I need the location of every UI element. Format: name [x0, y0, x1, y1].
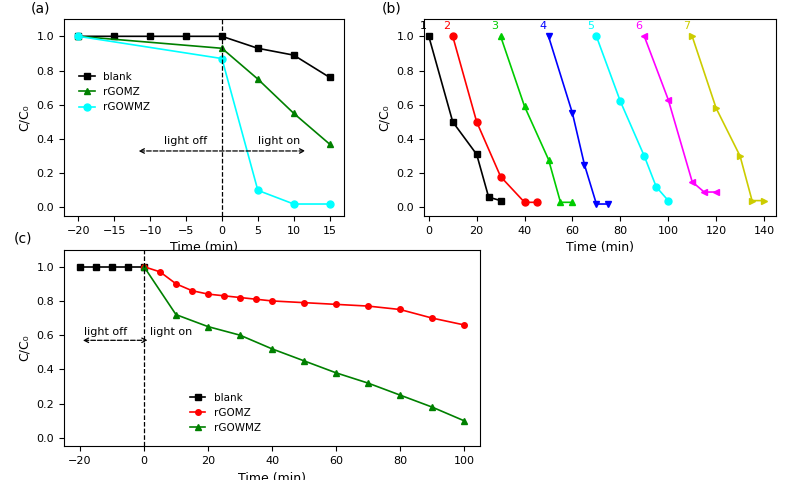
Legend: blank, rGOMZ, rGOWMZ: blank, rGOMZ, rGOWMZ	[186, 388, 265, 437]
rGOMZ	[289, 110, 298, 116]
rGOWMZ	[331, 370, 341, 376]
X-axis label: Time (min): Time (min)	[566, 241, 634, 254]
blank	[107, 264, 117, 270]
rGOMZ	[203, 291, 213, 297]
Line: rGOMZ: rGOMZ	[75, 33, 333, 147]
Line: blank: blank	[78, 264, 146, 269]
blank	[74, 34, 83, 39]
rGOMZ	[251, 296, 261, 302]
blank	[139, 264, 149, 270]
rGOWMZ	[459, 418, 469, 424]
rGOWMZ	[299, 358, 309, 364]
rGOWMZ	[235, 332, 245, 338]
rGOMZ	[331, 301, 341, 307]
blank	[217, 34, 226, 39]
rGOWMZ	[363, 380, 373, 386]
rGOWMZ	[325, 201, 334, 207]
Text: light on: light on	[258, 136, 301, 146]
rGOWMZ	[139, 264, 149, 270]
rGOMZ	[459, 322, 469, 328]
rGOWMZ	[203, 324, 213, 329]
rGOWMZ	[171, 312, 181, 317]
rGOWMZ	[289, 201, 298, 207]
Line: rGOWMZ: rGOWMZ	[141, 264, 467, 424]
Y-axis label: C/C₀: C/C₀	[18, 335, 31, 361]
blank	[123, 264, 133, 270]
blank	[91, 264, 101, 270]
rGOWMZ	[267, 346, 277, 352]
rGOMZ	[363, 303, 373, 309]
Text: light off: light off	[165, 136, 208, 146]
rGOMZ	[395, 307, 405, 312]
Text: (c): (c)	[14, 232, 33, 246]
Legend: blank, rGOMZ, rGOWMZ: blank, rGOMZ, rGOWMZ	[75, 68, 154, 117]
rGOMZ	[139, 264, 149, 270]
rGOWMZ	[74, 34, 83, 39]
rGOMZ	[74, 34, 83, 39]
rGOWMZ	[217, 56, 226, 61]
X-axis label: Time (min): Time (min)	[170, 241, 238, 254]
blank	[325, 74, 334, 80]
Text: 1: 1	[419, 21, 426, 31]
rGOWMZ	[395, 392, 405, 398]
rGOMZ	[325, 141, 334, 147]
rGOWMZ	[427, 404, 437, 410]
X-axis label: Time (min): Time (min)	[238, 472, 306, 480]
rGOMZ	[427, 315, 437, 321]
blank	[289, 52, 298, 58]
rGOMZ	[267, 298, 277, 304]
Text: 6: 6	[635, 21, 642, 31]
rGOMZ	[253, 76, 262, 82]
blank	[253, 46, 262, 51]
rGOMZ	[217, 46, 226, 51]
Text: light on: light on	[150, 327, 193, 337]
Y-axis label: C/C₀: C/C₀	[18, 104, 31, 131]
Text: 2: 2	[443, 21, 450, 31]
Line: rGOWMZ: rGOWMZ	[75, 33, 333, 207]
Text: (a): (a)	[30, 1, 50, 15]
Text: 7: 7	[682, 21, 690, 31]
rGOMZ	[235, 295, 245, 300]
rGOMZ	[187, 288, 197, 294]
Text: 3: 3	[491, 21, 498, 31]
rGOMZ	[219, 293, 229, 299]
blank	[75, 264, 85, 270]
Y-axis label: C/C₀: C/C₀	[378, 104, 391, 131]
blank	[182, 34, 191, 39]
blank	[146, 34, 155, 39]
Text: (b): (b)	[382, 1, 402, 15]
Line: blank: blank	[75, 33, 333, 81]
Text: 4: 4	[539, 21, 546, 31]
rGOMZ	[155, 269, 165, 275]
blank	[110, 34, 119, 39]
rGOMZ	[299, 300, 309, 306]
Text: 5: 5	[587, 21, 594, 31]
Text: light off: light off	[84, 327, 127, 337]
Line: rGOMZ: rGOMZ	[142, 264, 466, 328]
rGOWMZ	[253, 188, 262, 193]
rGOMZ	[171, 281, 181, 287]
